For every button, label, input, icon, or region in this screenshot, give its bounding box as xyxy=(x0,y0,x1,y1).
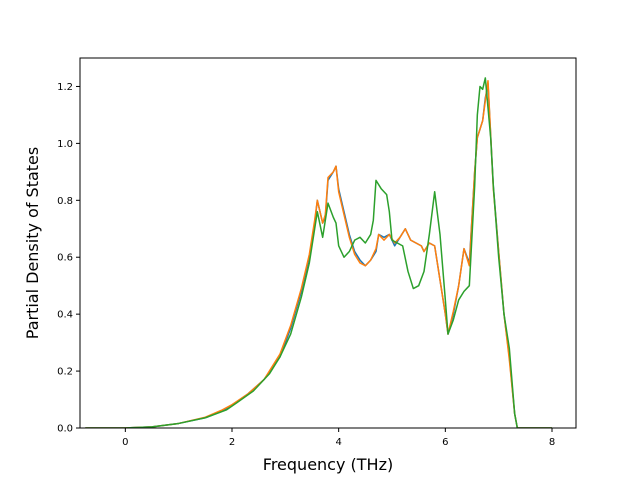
y-tick-label: 0.0 xyxy=(57,424,73,435)
y-tick-label: 0.8 xyxy=(57,196,73,207)
plot-frame xyxy=(79,57,577,429)
y-tick-label: 0.6 xyxy=(57,253,73,264)
x-tick-label: 2 xyxy=(229,437,235,448)
series-line-3 xyxy=(85,77,552,428)
y-tick-label: 1.2 xyxy=(57,82,73,93)
x-tick-label: 6 xyxy=(442,437,448,448)
x-axis-label: Frequency (THz) xyxy=(263,455,393,474)
ticks-layer: 0 2 4 6 8 0.0 0.2 0.4 0.6 0.8 1.0 1.2 xyxy=(57,82,555,448)
x-tick-label: 0 xyxy=(122,437,128,448)
y-tick-label: 0.4 xyxy=(57,310,73,321)
series-line-2 xyxy=(85,80,552,428)
series-layer xyxy=(85,77,552,428)
x-tick-label: 4 xyxy=(335,437,341,448)
x-tick-label: 8 xyxy=(549,437,555,448)
y-axis-label: Partial Density of States xyxy=(23,147,42,339)
y-tick-label: 0.2 xyxy=(57,367,73,378)
y-tick-label: 1.0 xyxy=(57,139,73,150)
